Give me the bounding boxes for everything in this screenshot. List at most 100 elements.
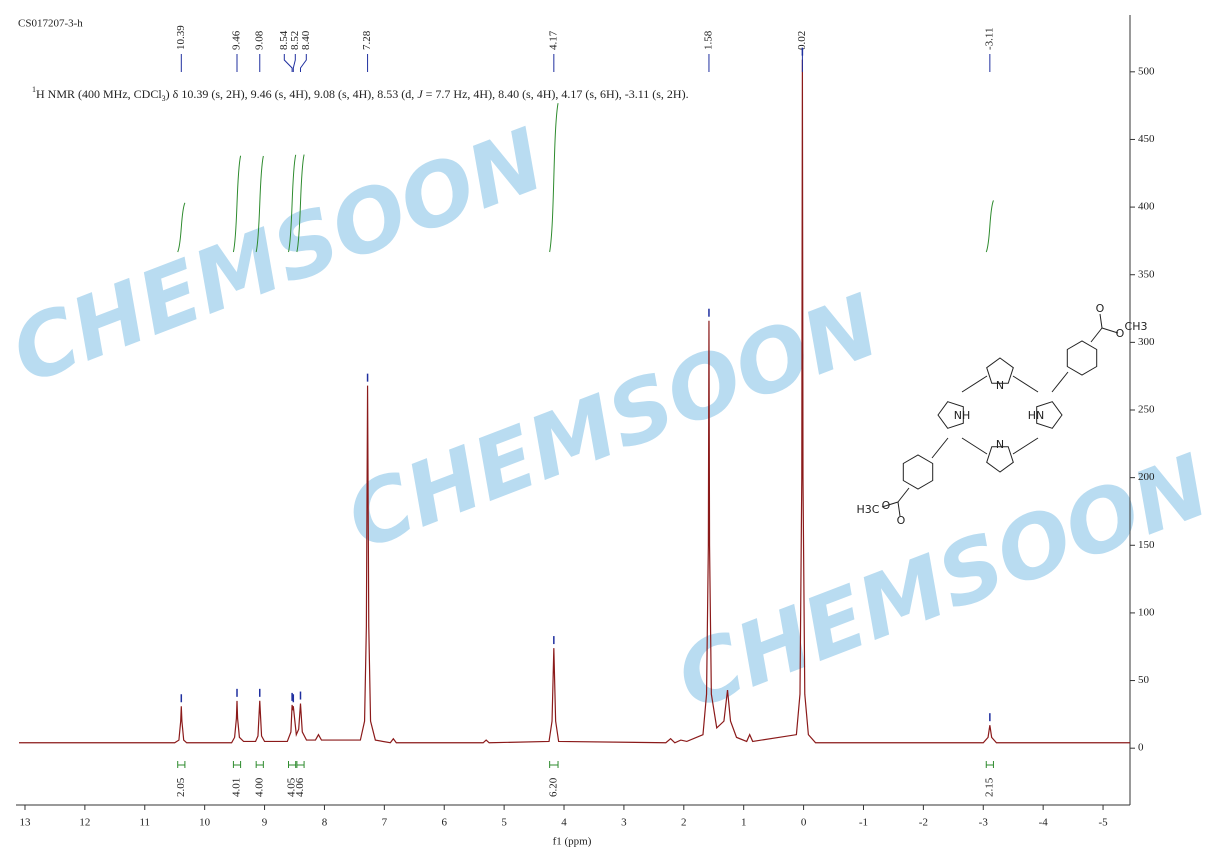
x-tick-label: 3: [621, 817, 627, 829]
x-tick-label: 10: [199, 817, 211, 829]
x-tick-label: 6: [441, 817, 447, 829]
y-tick-label: 100: [1138, 606, 1155, 618]
bond: [881, 501, 899, 508]
annotation-part: 3: [162, 94, 166, 103]
integral-label: 4.06: [294, 777, 306, 797]
peak-label: 10.39: [175, 25, 187, 50]
integral-bracket: [549, 761, 559, 768]
bond: [897, 501, 901, 517]
y-tick-label: 350: [1138, 268, 1155, 280]
x-tick-label: -3: [979, 817, 989, 829]
bond: [897, 487, 910, 503]
bond: [961, 437, 988, 455]
peak-label: 8.40: [300, 30, 312, 50]
y-tick-label: 50: [1138, 674, 1150, 686]
integral-label: 2.15: [983, 777, 995, 797]
integral-curve: [232, 155, 242, 253]
x-tick-label: -2: [919, 817, 928, 829]
atom-label: O: [1116, 327, 1125, 340]
ring: [1036, 401, 1063, 429]
integral-bracket: [255, 761, 264, 768]
integral-label: 4.00: [253, 777, 265, 797]
integral-curve: [549, 103, 559, 253]
y-tick-label: 200: [1138, 471, 1155, 483]
x-tick-label: -5: [1098, 817, 1108, 829]
x-tick-label: -4: [1039, 817, 1049, 829]
x-tick-label: 9: [262, 817, 268, 829]
peak-label: 9.46: [231, 30, 243, 50]
annotation-part: = 7.7 Hz, 4H), 8.40 (s, 4H), 4.17 (s, 6H…: [423, 87, 689, 101]
atom-label: N: [996, 438, 1004, 451]
peak-label: 0.02: [796, 31, 808, 50]
ring: [1066, 340, 1098, 376]
ring: [986, 357, 1014, 384]
x-tick-label: 11: [139, 817, 150, 829]
integral-label: 4.05: [286, 777, 298, 797]
x-tick-label: 12: [79, 817, 90, 829]
ring: [902, 454, 934, 490]
integral-curve: [296, 154, 305, 253]
atom-label: HN: [1028, 409, 1045, 422]
integral-curve: [288, 154, 297, 253]
y-tick-label: 0: [1138, 742, 1144, 754]
x-tick-label: -1: [859, 817, 868, 829]
bond: [961, 375, 988, 393]
bond: [1099, 313, 1103, 329]
bond: [1012, 437, 1039, 455]
bond: [1101, 327, 1119, 334]
bond: [931, 437, 949, 459]
watermark: CHEMSOON: [0, 110, 557, 404]
y-tick-label: 450: [1138, 133, 1155, 145]
y-tick-label: 150: [1138, 539, 1155, 551]
atom-label: CH3: [1125, 320, 1148, 333]
integral-curve: [255, 155, 264, 253]
annotation-part: 1: [32, 85, 36, 94]
peak-label: 8.52: [289, 31, 301, 50]
y-tick-label: 500: [1138, 65, 1155, 77]
y-tick-label: 250: [1138, 404, 1155, 416]
atom-label: O: [1096, 302, 1105, 315]
peak-label: 1.58: [702, 30, 714, 50]
atom-label: O: [882, 499, 891, 512]
x-axis-label: f1 (ppm): [553, 836, 592, 848]
peak-label: -3.11: [983, 27, 995, 50]
peak-connector: [292, 54, 296, 72]
integral-bracket: [296, 761, 305, 768]
peak-connector: [299, 54, 307, 72]
peak-label: 4.17: [547, 30, 559, 50]
y-tick-label: 300: [1138, 336, 1155, 348]
peak-connector: [283, 54, 293, 72]
x-tick-label: 4: [561, 817, 567, 829]
x-tick-label: 13: [19, 817, 31, 829]
integral-curve: [177, 202, 186, 253]
annotation-part: ) δ 10.39 (s, 2H), 9.46 (s, 4H), 9.08 (s…: [166, 87, 418, 101]
integral-bracket: [288, 761, 297, 768]
x-tick-label: 7: [382, 817, 388, 829]
x-tick-label: 8: [322, 817, 328, 829]
bond: [1090, 327, 1103, 343]
bond: [1051, 371, 1069, 393]
x-tick-label: 0: [801, 817, 807, 829]
atom-label: N: [996, 379, 1004, 392]
atom-label: H3C: [857, 503, 880, 516]
integral-curve: [985, 200, 994, 253]
annotation: 1H NMR (400 MHz, CDCl3) δ 10.39 (s, 2H),…: [32, 85, 689, 103]
integral-label: 4.01: [231, 778, 243, 797]
watermark: CHEMSOON: [334, 276, 892, 570]
atom-label: NH: [954, 409, 971, 422]
peak-label: 7.28: [361, 30, 373, 50]
integral-label: 2.05: [175, 777, 187, 797]
y-tick-label: 400: [1138, 201, 1155, 213]
x-tick-label: 1: [741, 817, 747, 829]
spectrum-line: [18, 59, 1130, 744]
integral-bracket: [232, 761, 242, 768]
bond: [1012, 375, 1039, 393]
peak-label: 9.08: [253, 30, 265, 50]
annotation-part: H NMR (400 MHz, CDCl: [36, 87, 162, 101]
atom-label: O: [897, 514, 906, 527]
integral-bracket: [177, 761, 186, 768]
ring: [937, 401, 964, 429]
annotation-part: J: [417, 87, 423, 101]
